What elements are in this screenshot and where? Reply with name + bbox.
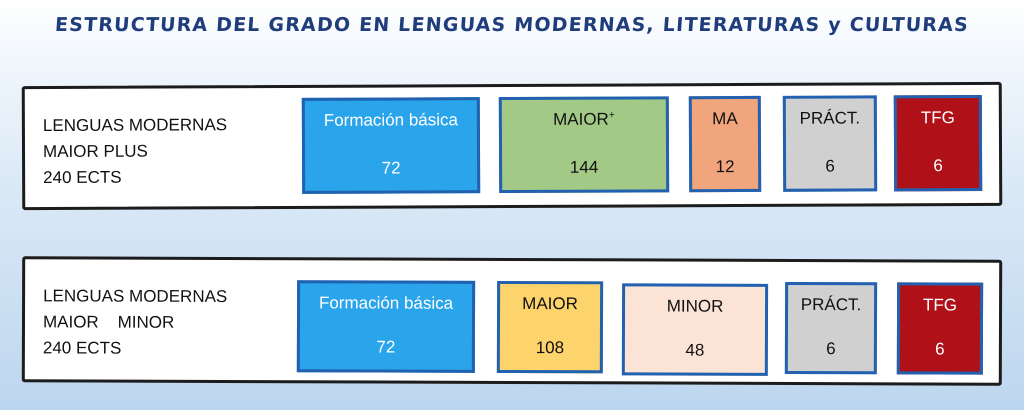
block-name: Formación básica (318, 293, 454, 313)
degree-panel-maior-minor: LENGUAS MODERNAS MAIOR MINOR 240 ECTS Fo… (21, 256, 1003, 386)
block-ects: 72 (376, 337, 396, 357)
block-practicas: PRÁCT. 6 (782, 95, 878, 192)
block-ects: 108 (535, 338, 565, 358)
block-name: PRÁCT. (799, 108, 861, 128)
row-label: LENGUAS MODERNAS MAIOR PLUS 240 ECTS (43, 112, 228, 191)
block-name: PRÁCT. (800, 295, 862, 315)
block-name: Formación básica (323, 110, 459, 130)
block-ects: 6 (826, 339, 836, 359)
block-ects: 72 (381, 158, 401, 178)
degree-panel-maior-plus: LENGUAS MODERNAS MAIOR PLUS 240 ECTS For… (21, 81, 1003, 211)
block-formacion-basica: Formación básica 72 (296, 280, 476, 373)
diagram-title: ESTRUCTURA DEL GRADO EN LENGUAS MODERNAS… (54, 14, 970, 36)
row-label-line: MAIOR MINOR (42, 312, 175, 332)
block-name: MINOR (666, 296, 724, 316)
row-label: LENGUAS MODERNAS MAIOR MINOR 240 ECTS (43, 283, 227, 362)
block-ects: 144 (569, 157, 599, 177)
block-name: MAIOR+ (502, 109, 666, 130)
block-tfg: TFG 6 (893, 94, 983, 192)
block-name-sup: + (608, 109, 615, 121)
row-label-line: LENGUAS MODERNAS (42, 115, 228, 136)
block-name-text: MAIOR (553, 109, 609, 129)
row-label-line: 240 ECTS (42, 338, 122, 358)
block-ma: MA 12 (688, 95, 762, 193)
row-label-line: 240 ECTS (43, 167, 122, 188)
row-label-line: LENGUAS MODERNAS (43, 286, 228, 307)
block-name: TFG (920, 108, 955, 128)
block-ects: 6 (825, 156, 835, 176)
block-formacion-basica: Formación básica 72 (301, 97, 481, 194)
row-label-line: MAIOR PLUS (42, 141, 148, 162)
block-tfg: TFG 6 (896, 282, 984, 375)
block-name: MA (712, 109, 738, 129)
block-maior-plus: MAIOR+ 144 (498, 96, 670, 194)
block-maior: MAIOR 108 (496, 280, 604, 374)
block-ects: 6 (935, 339, 945, 359)
block-practicas: PRÁCT. 6 (784, 281, 878, 375)
block-ects: 12 (715, 157, 735, 177)
block-ects: 6 (933, 156, 943, 176)
block-name: MAIOR (522, 294, 578, 314)
block-name: TFG (923, 295, 958, 315)
block-minor: MINOR 48 (621, 283, 769, 376)
block-ects: 48 (685, 340, 705, 360)
